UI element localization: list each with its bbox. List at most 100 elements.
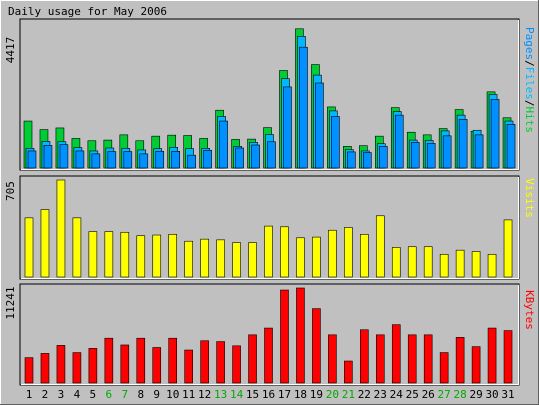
pages-bar-16 <box>267 141 276 169</box>
day-label-1: 1 <box>26 388 33 401</box>
kbytes-bar-29 <box>471 346 481 384</box>
visits-bar-24 <box>391 247 401 278</box>
pages-bar-18 <box>299 46 308 169</box>
day-label-27: 27 <box>438 388 451 401</box>
kbytes-bar-16 <box>264 327 273 384</box>
hits-max-label: 4417 <box>4 37 17 64</box>
legend-sep-1: / <box>523 60 536 67</box>
chart-title: Daily usage for May 2006 <box>8 5 167 18</box>
visits-bar-25 <box>407 246 417 278</box>
kbytes-bar-31 <box>503 330 513 384</box>
visits-bar-19 <box>312 236 321 278</box>
visits-bar-18 <box>296 237 305 278</box>
legend-pages: Pages <box>523 27 536 60</box>
day-label-30: 30 <box>485 388 498 401</box>
kbytes-bar-4 <box>72 352 82 384</box>
kbytes-bar-7 <box>120 344 130 384</box>
pages-bar-12 <box>203 149 212 169</box>
kbytes-bar-24 <box>391 324 401 384</box>
kbytes-bar-27 <box>439 352 449 384</box>
visits-bar-23 <box>375 215 385 278</box>
kbytes-bar-10 <box>168 337 178 384</box>
day-label-13: 13 <box>214 388 227 401</box>
pages-bar-23 <box>378 146 388 169</box>
kbytes-bar-21 <box>344 360 353 384</box>
pages-bar-11 <box>187 154 196 169</box>
pages-bar-9 <box>155 150 165 169</box>
pages-bar-29 <box>474 134 484 169</box>
kbytes-legend: KBytes <box>523 290 536 330</box>
day-label-5: 5 <box>90 388 97 401</box>
visits-bar-22 <box>360 234 369 278</box>
visits-bar-11 <box>184 240 193 278</box>
kbytes-bar-12 <box>200 340 209 384</box>
legend-sep-2: / <box>523 100 536 107</box>
day-label-12: 12 <box>198 388 211 401</box>
visits-bar-26 <box>423 246 433 278</box>
visits-bar-9 <box>152 234 162 278</box>
pages-bar-7 <box>123 151 133 169</box>
visits-bar-29 <box>471 251 481 278</box>
pages-bar-6 <box>107 151 117 169</box>
hits-legend: Pages/Files/Hits <box>523 27 536 133</box>
kbytes-bar-18 <box>296 287 305 384</box>
visits-bar-12 <box>200 238 209 278</box>
day-label-28: 28 <box>454 388 467 401</box>
kbytes-bar-15 <box>248 334 257 384</box>
day-label-18: 18 <box>294 388 307 401</box>
pages-bar-14 <box>235 147 244 169</box>
day-label-2: 2 <box>42 388 49 401</box>
day-label-23: 23 <box>374 388 387 401</box>
day-label-20: 20 <box>326 388 339 401</box>
pages-bar-28 <box>458 119 468 169</box>
visits-bar-17 <box>280 226 289 278</box>
pages-bar-24 <box>394 114 404 169</box>
visits-bar-10 <box>168 234 178 278</box>
pages-bar-22 <box>363 152 372 169</box>
pages-bar-30 <box>490 99 500 169</box>
day-label-6: 6 <box>106 388 113 401</box>
kbytes-bar-5 <box>88 348 98 384</box>
kbytes-bar-8 <box>136 337 146 384</box>
day-label-26: 26 <box>422 388 435 401</box>
kbytes-bar-26 <box>423 334 433 384</box>
visits-bar-3 <box>56 179 66 278</box>
pages-bar-31 <box>506 124 516 169</box>
day-label-14: 14 <box>230 388 244 401</box>
day-label-11: 11 <box>182 388 195 401</box>
visits-bar-7 <box>120 231 130 278</box>
visits-bar-1 <box>24 217 34 278</box>
kbytes-bar-3 <box>56 345 66 384</box>
day-label-16: 16 <box>262 388 275 401</box>
day-label-17: 17 <box>278 388 291 401</box>
kbytes-bar-25 <box>407 334 417 384</box>
kbytes-bar-14 <box>232 345 241 384</box>
legend-files: Files <box>523 67 536 100</box>
day-label-8: 8 <box>137 388 144 401</box>
day-label-15: 15 <box>246 388 259 401</box>
visits-bar-27 <box>439 253 449 278</box>
kbytes-bar-28 <box>455 337 465 384</box>
visits-bar-13 <box>216 239 225 278</box>
pages-bar-20 <box>331 116 340 169</box>
visits-bar-28 <box>455 249 465 278</box>
pages-bar-26 <box>426 143 436 169</box>
kbytes-bar-9 <box>152 347 162 384</box>
kbytes-bar-23 <box>375 334 385 384</box>
pages-bar-15 <box>251 144 260 169</box>
day-label-7: 7 <box>121 388 128 401</box>
visits-max-label: 705 <box>4 181 17 201</box>
day-label-22: 22 <box>358 388 371 401</box>
day-label-19: 19 <box>310 388 323 401</box>
kbytes-bar-17 <box>280 289 289 384</box>
pages-bar-1 <box>27 150 37 169</box>
pages-bar-13 <box>219 120 228 169</box>
kbytes-bar-13 <box>216 341 225 384</box>
visits-bar-8 <box>136 235 146 278</box>
visits-bar-31 <box>503 219 513 278</box>
visits-bar-16 <box>264 225 273 278</box>
day-label-9: 9 <box>153 388 160 401</box>
visits-bar-5 <box>88 231 98 278</box>
